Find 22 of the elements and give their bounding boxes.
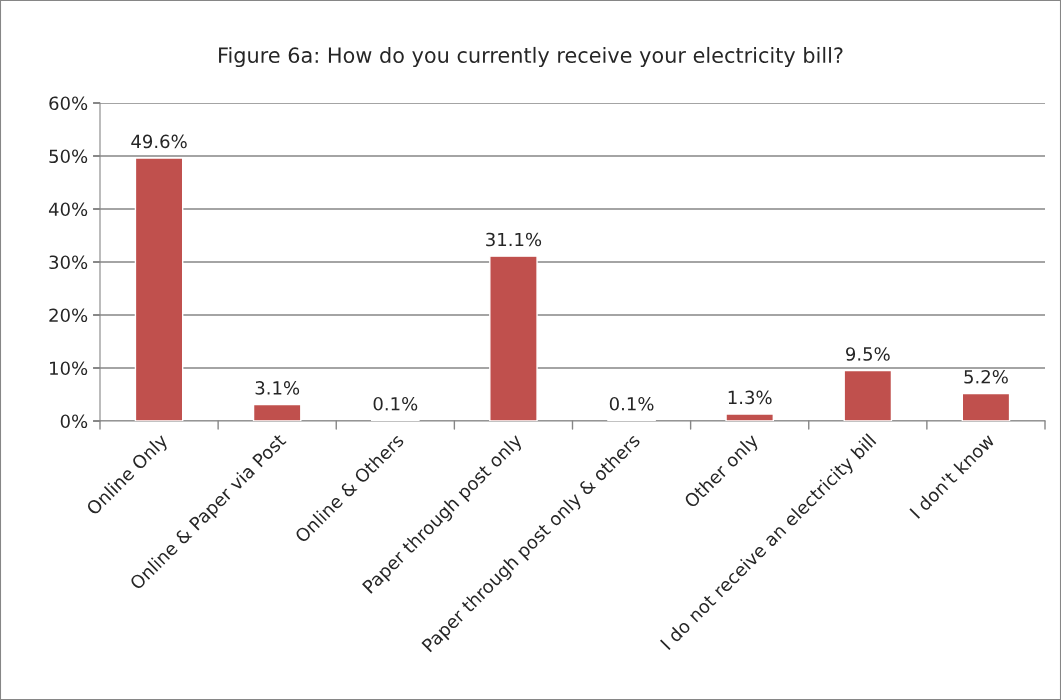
data-label: 3.1% bbox=[255, 381, 300, 395]
y-tick-label: 30% bbox=[49, 255, 88, 270]
bar bbox=[725, 413, 775, 421]
data-label: 49.6% bbox=[131, 134, 187, 149]
y-tick-label: 0% bbox=[60, 414, 88, 429]
bar bbox=[961, 392, 1011, 421]
data-label: 0.1% bbox=[609, 396, 654, 411]
data-label: 9.5% bbox=[846, 347, 890, 361]
y-tick-label: 10% bbox=[50, 361, 88, 376]
bar bbox=[134, 157, 184, 421]
data-label: 31.1% bbox=[486, 232, 542, 247]
data-label: 1.3% bbox=[728, 390, 772, 405]
y-tick-label: 50% bbox=[49, 149, 88, 164]
bar bbox=[252, 403, 302, 421]
chart-title: Figure 6a: How do you currently receive your electricity bill? bbox=[219, 46, 843, 68]
data-label: 0.1% bbox=[373, 396, 418, 411]
y-tick-label: 40% bbox=[48, 202, 88, 217]
data-label: 5.2% bbox=[964, 369, 1008, 384]
y-tick-label: 60% bbox=[49, 96, 88, 111]
bar bbox=[489, 255, 538, 421]
y-tick-label: 20% bbox=[49, 308, 88, 323]
bar bbox=[843, 369, 893, 421]
